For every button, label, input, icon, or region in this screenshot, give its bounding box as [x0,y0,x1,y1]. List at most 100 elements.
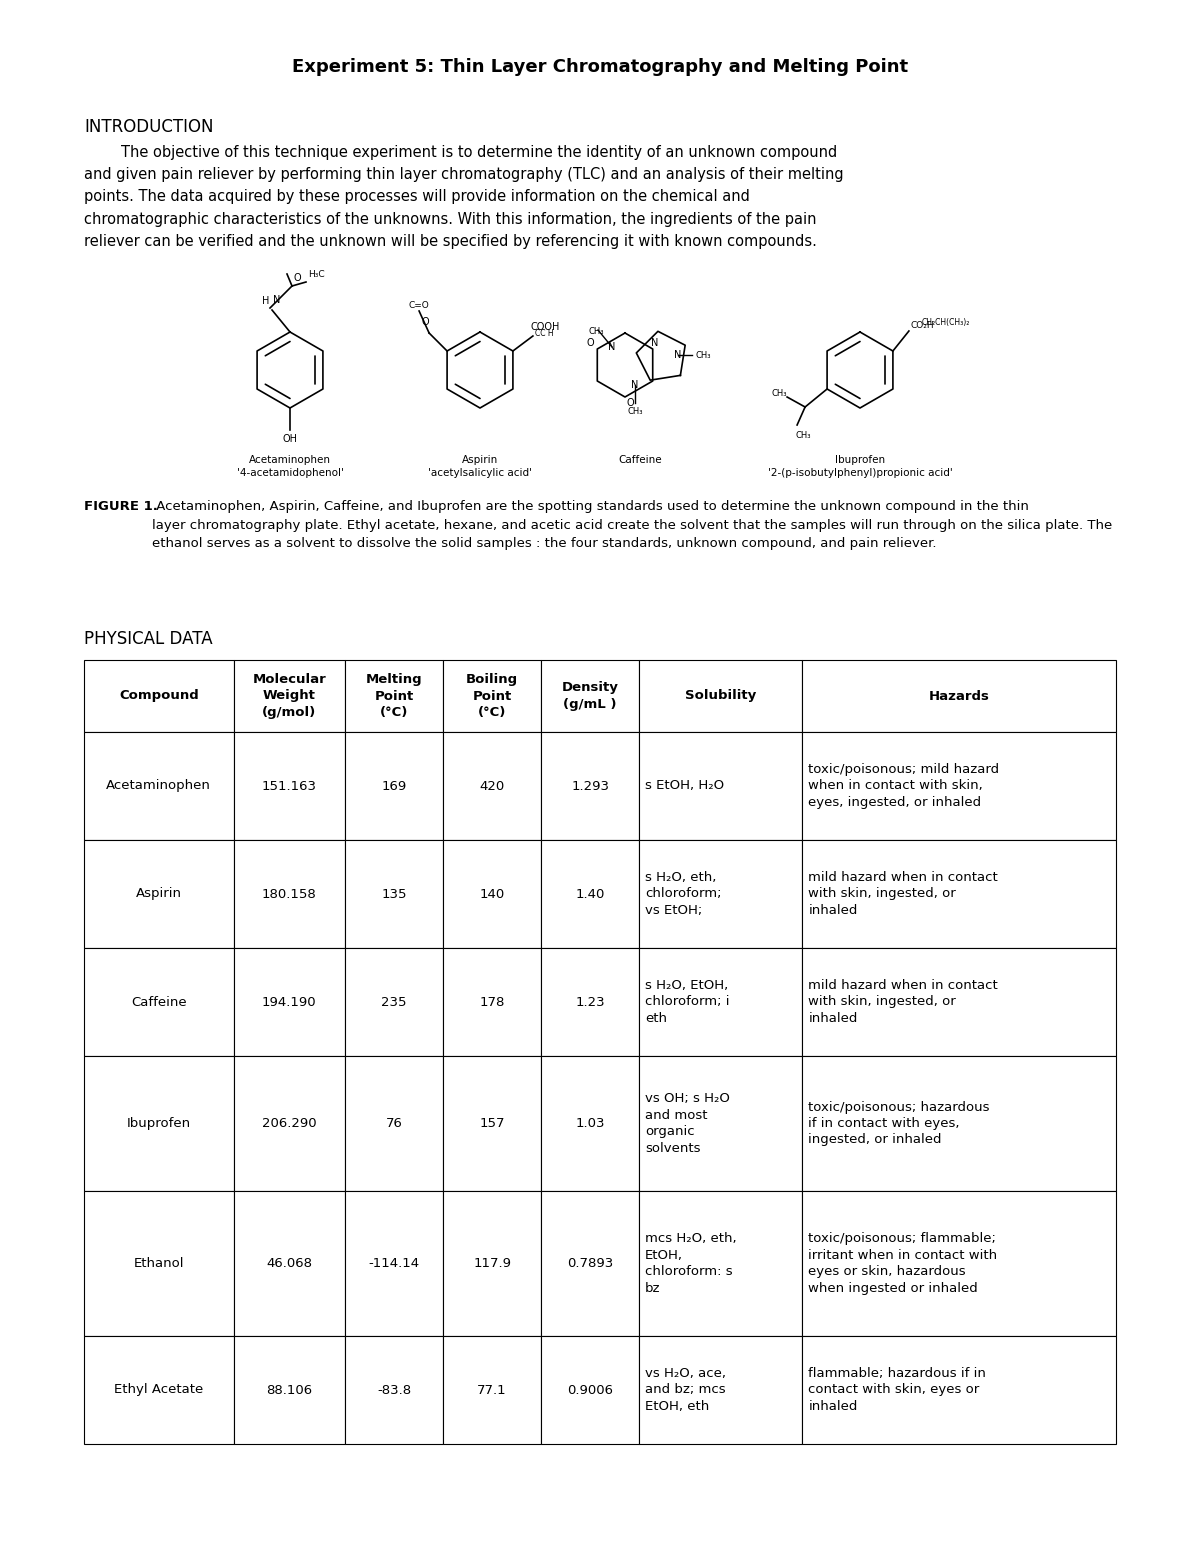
Text: Aspirin: Aspirin [136,887,182,901]
Text: C=O: C=O [409,301,430,311]
Text: 135: 135 [382,887,407,901]
Text: O: O [626,398,634,408]
Text: 180.158: 180.158 [262,887,317,901]
Text: H₃C: H₃C [308,270,325,280]
Bar [84,947,234,1056]
Bar [640,1191,803,1336]
Text: Ibuprofen
'2-(p-isobutylphenyl)propionic acid': Ibuprofen '2-(p-isobutylphenyl)propionic… [768,455,953,478]
Text: mcs H₂O, eth,
EtOH,
chloroform: s
bz: mcs H₂O, eth, EtOH, chloroform: s bz [646,1232,737,1295]
Text: Ibuprofen: Ibuprofen [127,1117,191,1131]
Bar [541,840,640,947]
Bar [346,1336,443,1444]
Bar [443,1056,541,1191]
Text: 76: 76 [385,1117,402,1131]
Bar [803,947,1116,1056]
Bar [346,840,443,947]
Text: flammable; hazardous if in
contact with skin, eyes or
inhaled: flammable; hazardous if in contact with … [809,1367,986,1413]
Text: Density
(g/mL ): Density (g/mL ) [562,682,619,711]
Bar [541,660,640,731]
Text: CH₃: CH₃ [772,388,787,398]
Bar [84,1336,234,1444]
Bar [346,660,443,731]
Bar [443,731,541,840]
Bar [541,1336,640,1444]
Text: N: N [274,295,281,304]
Text: 1.40: 1.40 [576,887,605,901]
Bar [84,1056,234,1191]
Bar [443,840,541,947]
Text: mild hazard when in contact
with skin, ingested, or
inhaled: mild hazard when in contact with skin, i… [809,871,998,916]
Text: The objective of this technique experiment is to determine the identity of an un: The objective of this technique experime… [84,144,844,248]
Text: mild hazard when in contact
with skin, ingested, or
inhaled: mild hazard when in contact with skin, i… [809,978,998,1025]
Text: 157: 157 [480,1117,505,1131]
Text: 1.293: 1.293 [571,780,610,792]
Text: s H₂O, eth,
chloroform;
vs EtOH;: s H₂O, eth, chloroform; vs EtOH; [646,871,721,916]
Text: FIGURE 1.: FIGURE 1. [84,500,158,512]
Text: Caffeine: Caffeine [131,995,187,1008]
Text: INTRODUCTION: INTRODUCTION [84,118,214,137]
Bar [84,840,234,947]
Text: 178: 178 [480,995,505,1008]
Text: 46.068: 46.068 [266,1256,312,1270]
Text: N: N [631,380,638,390]
Bar [803,660,1116,731]
Text: -83.8: -83.8 [377,1384,412,1396]
Bar [346,1191,443,1336]
Text: Solubility: Solubility [685,690,756,702]
Text: Acetaminophen
'4-acetamidophenol': Acetaminophen '4-acetamidophenol' [236,455,343,478]
Text: CH₃: CH₃ [628,407,643,416]
Text: N: N [652,339,659,348]
Text: s EtOH, H₂O: s EtOH, H₂O [646,780,725,792]
Bar [541,947,640,1056]
Text: Molecular
Weight
(g/mol): Molecular Weight (g/mol) [252,672,326,719]
Text: 169: 169 [382,780,407,792]
Text: Acetaminophen: Acetaminophen [107,780,211,792]
Text: Boiling
Point
(°C): Boiling Point (°C) [466,672,518,719]
Text: H: H [262,297,269,306]
Text: N: N [674,349,682,360]
Text: Hazards: Hazards [929,690,990,702]
Bar [640,660,803,731]
Bar [346,731,443,840]
Bar [803,840,1116,947]
Text: 117.9: 117.9 [473,1256,511,1270]
Bar [803,731,1116,840]
Text: O: O [294,273,301,283]
Bar [234,947,346,1056]
Text: s H₂O, EtOH,
chloroform; i
eth: s H₂O, EtOH, chloroform; i eth [646,978,730,1025]
Bar [234,1191,346,1336]
Bar [541,1056,640,1191]
Text: 420: 420 [480,780,505,792]
Text: Experiment 5: Thin Layer Chromatography and Melting Point: Experiment 5: Thin Layer Chromatography … [292,57,908,76]
Bar [640,840,803,947]
Bar [346,1056,443,1191]
Bar [346,947,443,1056]
Bar [443,947,541,1056]
Text: CC H: CC H [535,329,553,337]
Text: -114.14: -114.14 [368,1256,420,1270]
Text: 0.7893: 0.7893 [568,1256,613,1270]
Text: COOH: COOH [530,321,560,332]
Text: N: N [608,342,616,353]
Bar [803,1191,1116,1336]
Bar [640,1336,803,1444]
Bar [84,1191,234,1336]
Text: 151.163: 151.163 [262,780,317,792]
Bar [234,731,346,840]
Bar [443,1336,541,1444]
Text: Ethanol: Ethanol [133,1256,184,1270]
Text: toxic/poisonous; flammable;
irritant when in contact with
eyes or skin, hazardou: toxic/poisonous; flammable; irritant whe… [809,1232,997,1295]
Text: 77.1: 77.1 [478,1384,506,1396]
Bar [541,731,640,840]
Text: toxic/poisonous; hazardous
if in contact with eyes,
ingested, or inhaled: toxic/poisonous; hazardous if in contact… [809,1101,990,1146]
Text: Acetaminophen, Aspirin, Caffeine, and Ibuprofen are the spotting standards used : Acetaminophen, Aspirin, Caffeine, and Ib… [152,500,1112,550]
Text: 88.106: 88.106 [266,1384,312,1396]
Text: PHYSICAL DATA: PHYSICAL DATA [84,631,212,648]
Text: Melting
Point
(°C): Melting Point (°C) [366,672,422,719]
Text: 206.290: 206.290 [262,1117,317,1131]
Text: 0.9006: 0.9006 [568,1384,613,1396]
Text: 140: 140 [480,887,505,901]
Text: CO₂H: CO₂H [911,320,935,329]
Text: 194.190: 194.190 [262,995,317,1008]
Bar [803,1336,1116,1444]
